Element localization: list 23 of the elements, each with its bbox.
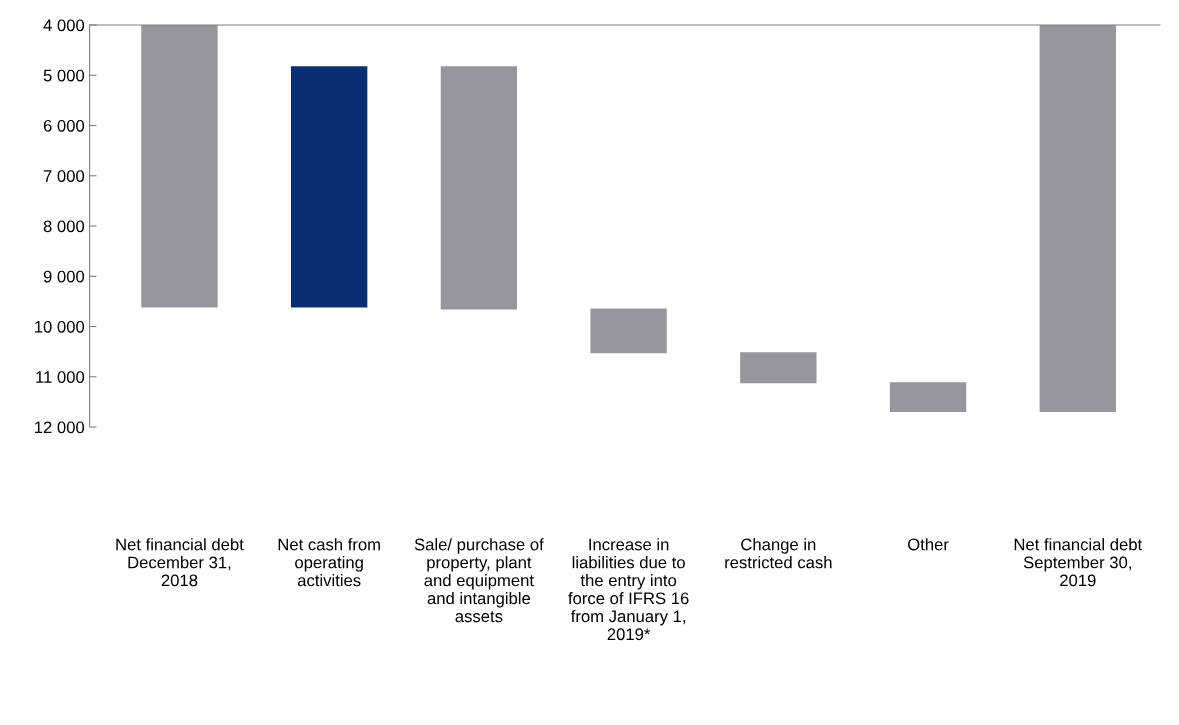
- x-tick-label: Increase in liabilities due to the entry into force of IFRS 16 from January 1, 2019*: [568, 538, 689, 641]
- x-tick-label: Change in restricted cash: [725, 538, 832, 569]
- bar: [1039, 25, 1116, 412]
- y-tick-label: 7 000: [43, 170, 85, 182]
- y-tick-label: 12 000: [35, 421, 85, 434]
- y-tick-label: 11 000: [36, 371, 85, 383]
- x-tick-label: Sale/ purchase of property, plant and equipment and intangible assets: [414, 538, 544, 623]
- bar: [141, 25, 218, 308]
- bar: [440, 66, 518, 310]
- y-tick-label: 6 000: [43, 119, 85, 132]
- x-tick-label: Net financial debt September 30, 2019: [1014, 538, 1143, 587]
- y-tick-label: 4 000: [43, 19, 85, 32]
- bar: [740, 352, 817, 384]
- x-tick-label: Other: [908, 538, 949, 551]
- y-tick-label: 10 000: [35, 320, 85, 333]
- y-tick-label: 9 000: [43, 270, 85, 283]
- y-tick-label: 8 000: [43, 220, 85, 233]
- bar: [590, 308, 667, 354]
- x-tick-label: Net financial debt December 31, 2018: [116, 538, 244, 587]
- x-tick-label: Net cash from operating activities: [278, 538, 380, 587]
- y-tick-label: 5 000: [43, 69, 85, 82]
- bar: [889, 382, 967, 412]
- bar: [290, 66, 368, 308]
